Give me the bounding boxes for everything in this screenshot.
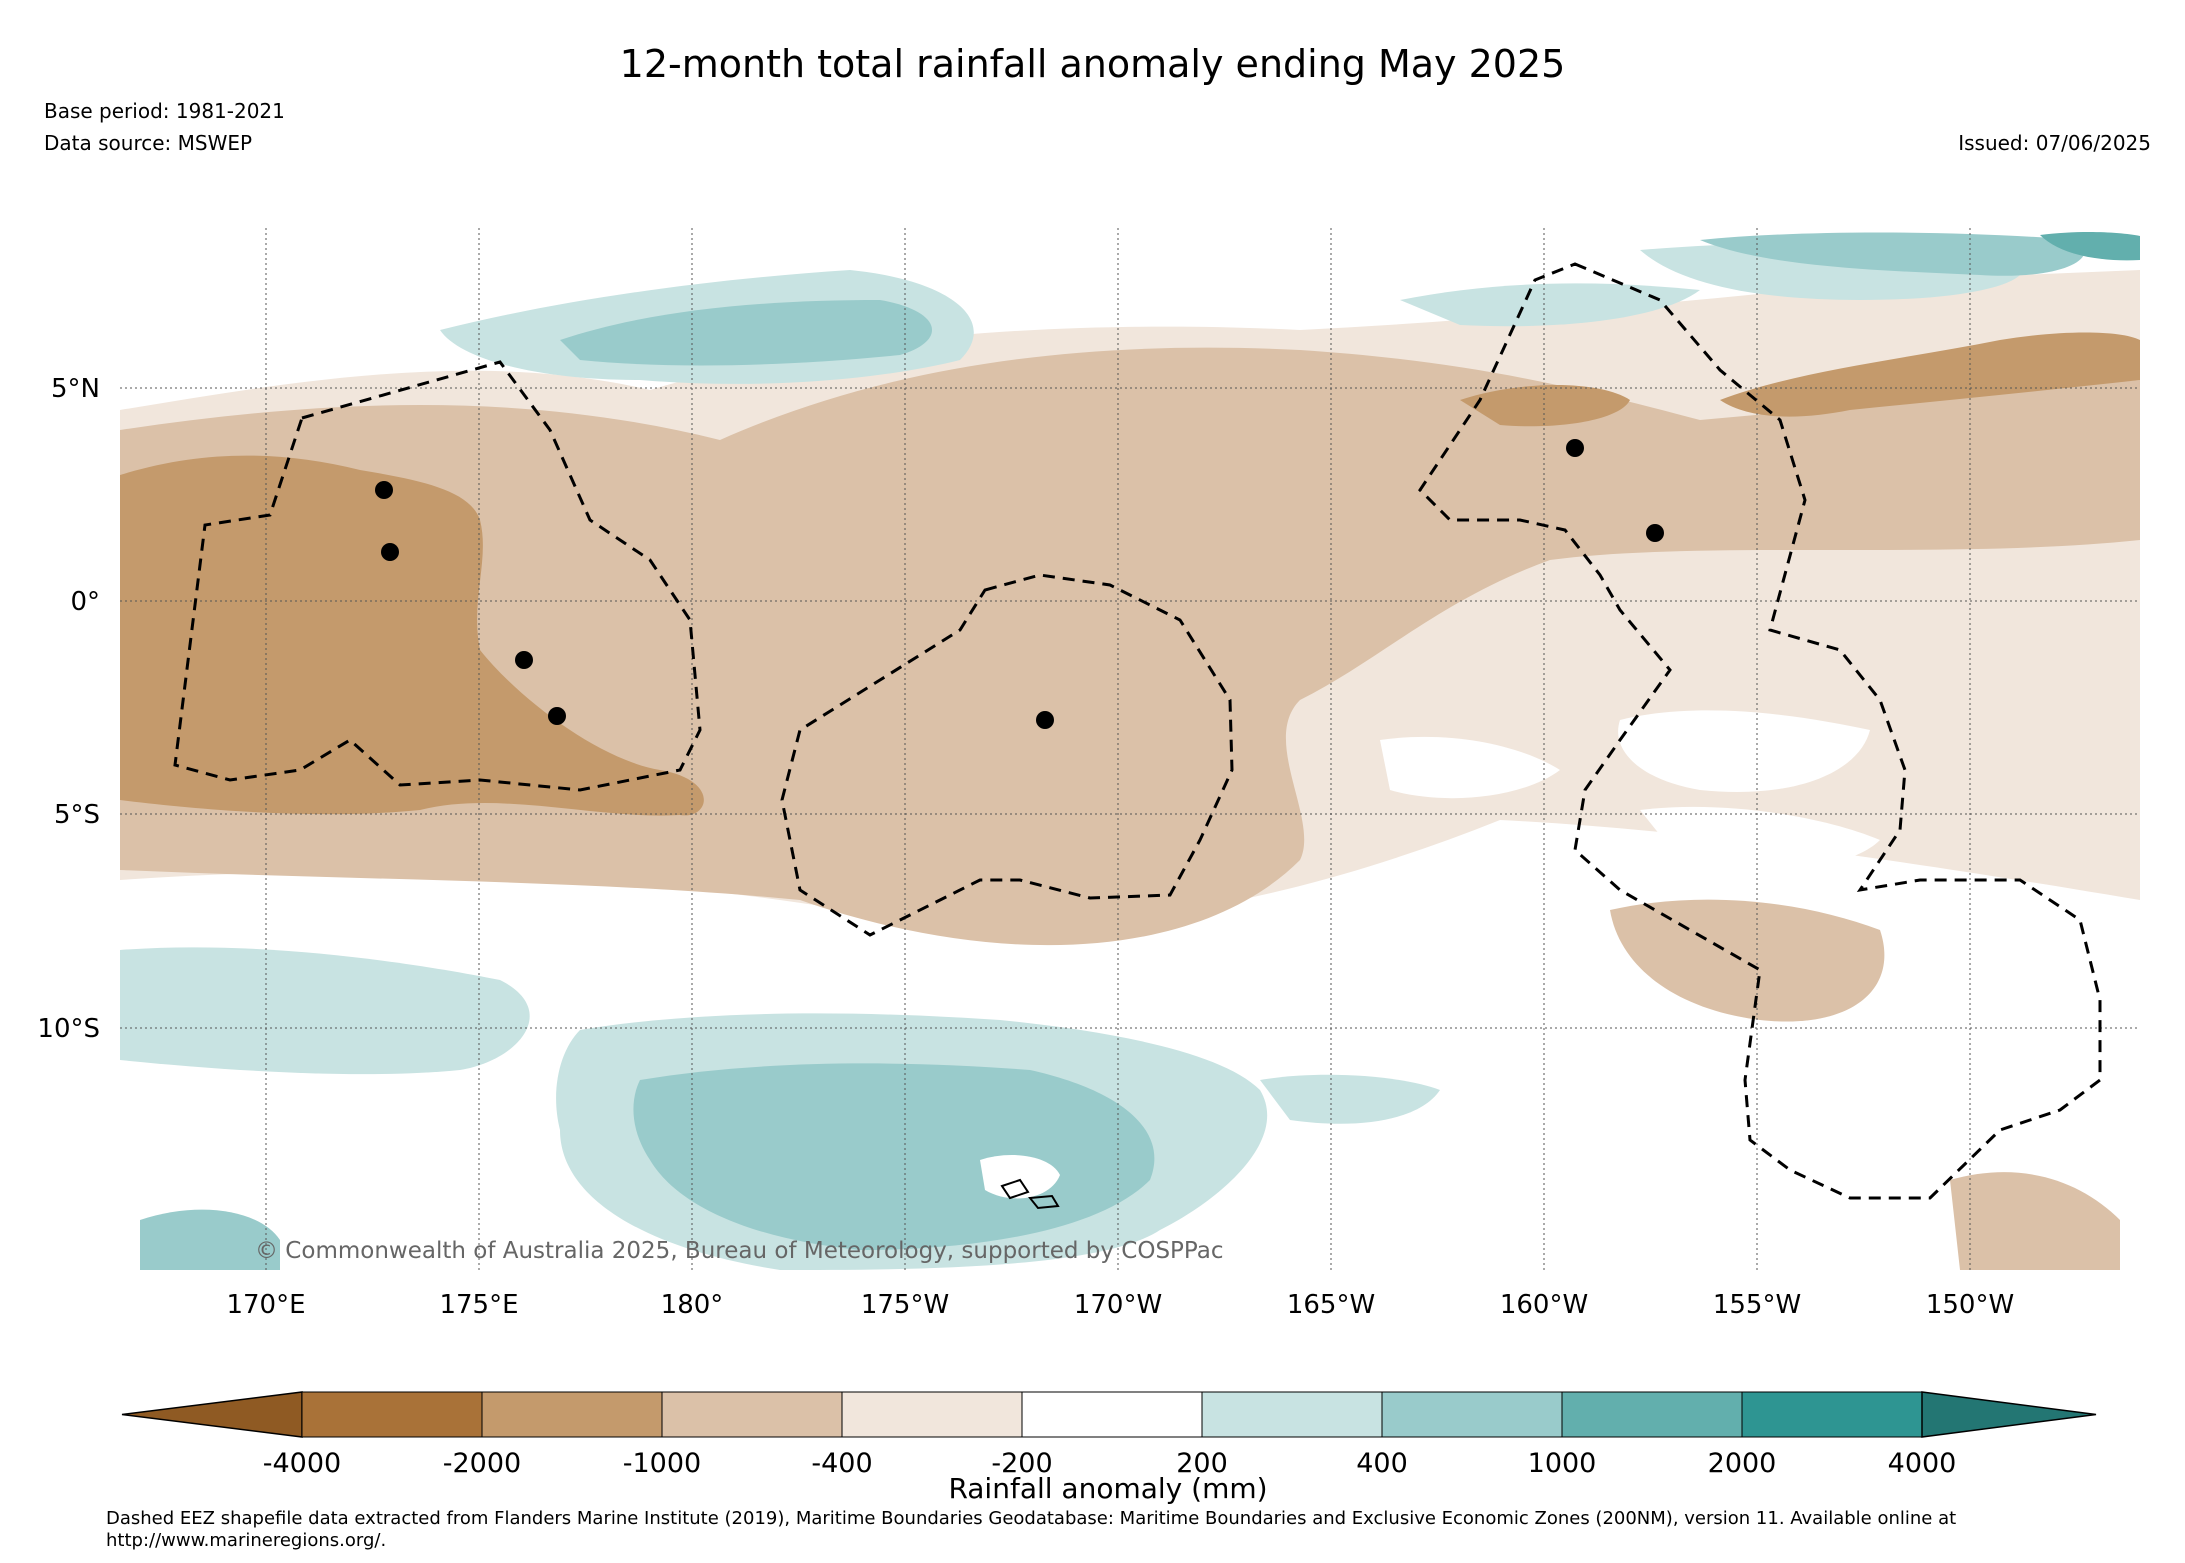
lon-label: 170°E — [226, 1290, 305, 1320]
colorbar-segment — [481, 1391, 663, 1438]
map-field — [120, 228, 2140, 1270]
colorbar-segment — [1561, 1391, 1743, 1438]
colorbar-tick-label: -200 — [991, 1448, 1052, 1479]
anomaly-region — [140, 1209, 280, 1270]
colorbar-tick-label: -2000 — [443, 1448, 521, 1479]
colorbar-tick-label: -1000 — [623, 1448, 701, 1479]
island-marker — [1566, 439, 1584, 457]
lon-label: 170°W — [1074, 1290, 1162, 1320]
anomaly-region — [980, 1155, 1060, 1199]
lon-labels: 170°E 175°E 180° 175°W 170°W 165°W 160°W… — [226, 1290, 2014, 1320]
anomaly-region — [1618, 710, 1870, 792]
colorbar-segment — [1381, 1391, 1563, 1438]
lat-labels: 5°N 0° 5°S 10°S — [37, 374, 100, 1044]
anomaly-region — [1610, 899, 1885, 1022]
map-title: 12-month total rainfall anomaly ending M… — [619, 42, 1566, 86]
anomaly-region — [1640, 806, 1880, 871]
lon-label: 155°W — [1713, 1290, 1801, 1320]
colorbar-tick-label: 200 — [1176, 1448, 1228, 1479]
issued-date: Issued: 07/06/2025 — [1958, 131, 2151, 155]
eez-boundaries — [173, 262, 2102, 1200]
lat-label: 5°S — [54, 800, 100, 830]
colorbar: -4000 -2000 -1000 -400 -200 200 400 1000 2000 400… — [121, 1391, 2097, 1479]
anomaly-region — [1720, 332, 2140, 417]
lon-label: 160°W — [1500, 1290, 1588, 1320]
island-markers — [375, 439, 1664, 729]
colorbar-extend-high — [1921, 1391, 2097, 1438]
lon-label: 175°E — [439, 1290, 518, 1320]
anomaly-region — [1260, 1074, 1440, 1124]
lon-label: 165°W — [1287, 1290, 1375, 1320]
data-source: Data source: MSWEP — [44, 131, 253, 155]
lon-label: 180° — [661, 1290, 724, 1320]
anomaly-region — [1380, 736, 1560, 799]
anomaly-region — [120, 947, 530, 1075]
colorbar-tick-label: -4000 — [263, 1448, 341, 1479]
island-marker — [381, 543, 399, 561]
eez-boundary — [1418, 262, 2102, 1200]
anomaly-region — [1950, 1172, 2120, 1270]
anomaly-region — [2040, 232, 2140, 261]
base-period: Base period: 1981-2021 — [44, 99, 285, 123]
lon-label: 175°W — [861, 1290, 949, 1320]
anomaly-region — [560, 300, 933, 366]
eez-boundary — [780, 573, 1234, 937]
copyright-text: © Commonwealth of Australia 2025, Bureau… — [255, 1238, 1224, 1264]
footnote: Dashed EEZ shapefile data extracted from… — [106, 1508, 1957, 1551]
colorbar-segment — [1021, 1391, 1203, 1438]
anomaly-region — [1700, 232, 2086, 276]
lat-label: 0° — [70, 587, 100, 617]
anomaly-region — [633, 1063, 1155, 1250]
colorbar-extend-low — [121, 1391, 303, 1438]
island-marker — [375, 481, 393, 499]
colorbar-tick-label: 4000 — [1888, 1448, 1957, 1479]
colorbar-segment — [301, 1391, 483, 1438]
island-marker — [1036, 711, 1054, 729]
colorbar-tick-label: 2000 — [1708, 1448, 1777, 1479]
lat-label: 5°N — [51, 374, 100, 404]
samoa-islands — [1000, 1178, 1060, 1210]
colorbar-tick-label: 1000 — [1528, 1448, 1597, 1479]
colorbar-tick-label: 400 — [1356, 1448, 1408, 1479]
eez-boundary — [173, 360, 702, 792]
lon-label: 150°W — [1926, 1290, 2014, 1320]
anomaly-region — [1460, 385, 1630, 427]
colorbar-tick-label: -400 — [811, 1448, 872, 1479]
island-marker — [548, 707, 566, 725]
lat-label: 10°S — [37, 1014, 100, 1044]
anomaly-region — [120, 455, 704, 816]
colorbar-segment — [1201, 1391, 1383, 1438]
colorbar-segment — [841, 1391, 1023, 1438]
colorbar-label: Rainfall anomaly (mm) — [948, 1472, 1267, 1505]
anomaly-region — [1400, 283, 1700, 327]
colorbar-segment — [661, 1391, 843, 1438]
island-marker — [515, 651, 533, 669]
island-marker — [1646, 524, 1664, 542]
colorbar-segment — [1741, 1391, 1923, 1438]
map-gridlines — [120, 228, 2140, 1270]
